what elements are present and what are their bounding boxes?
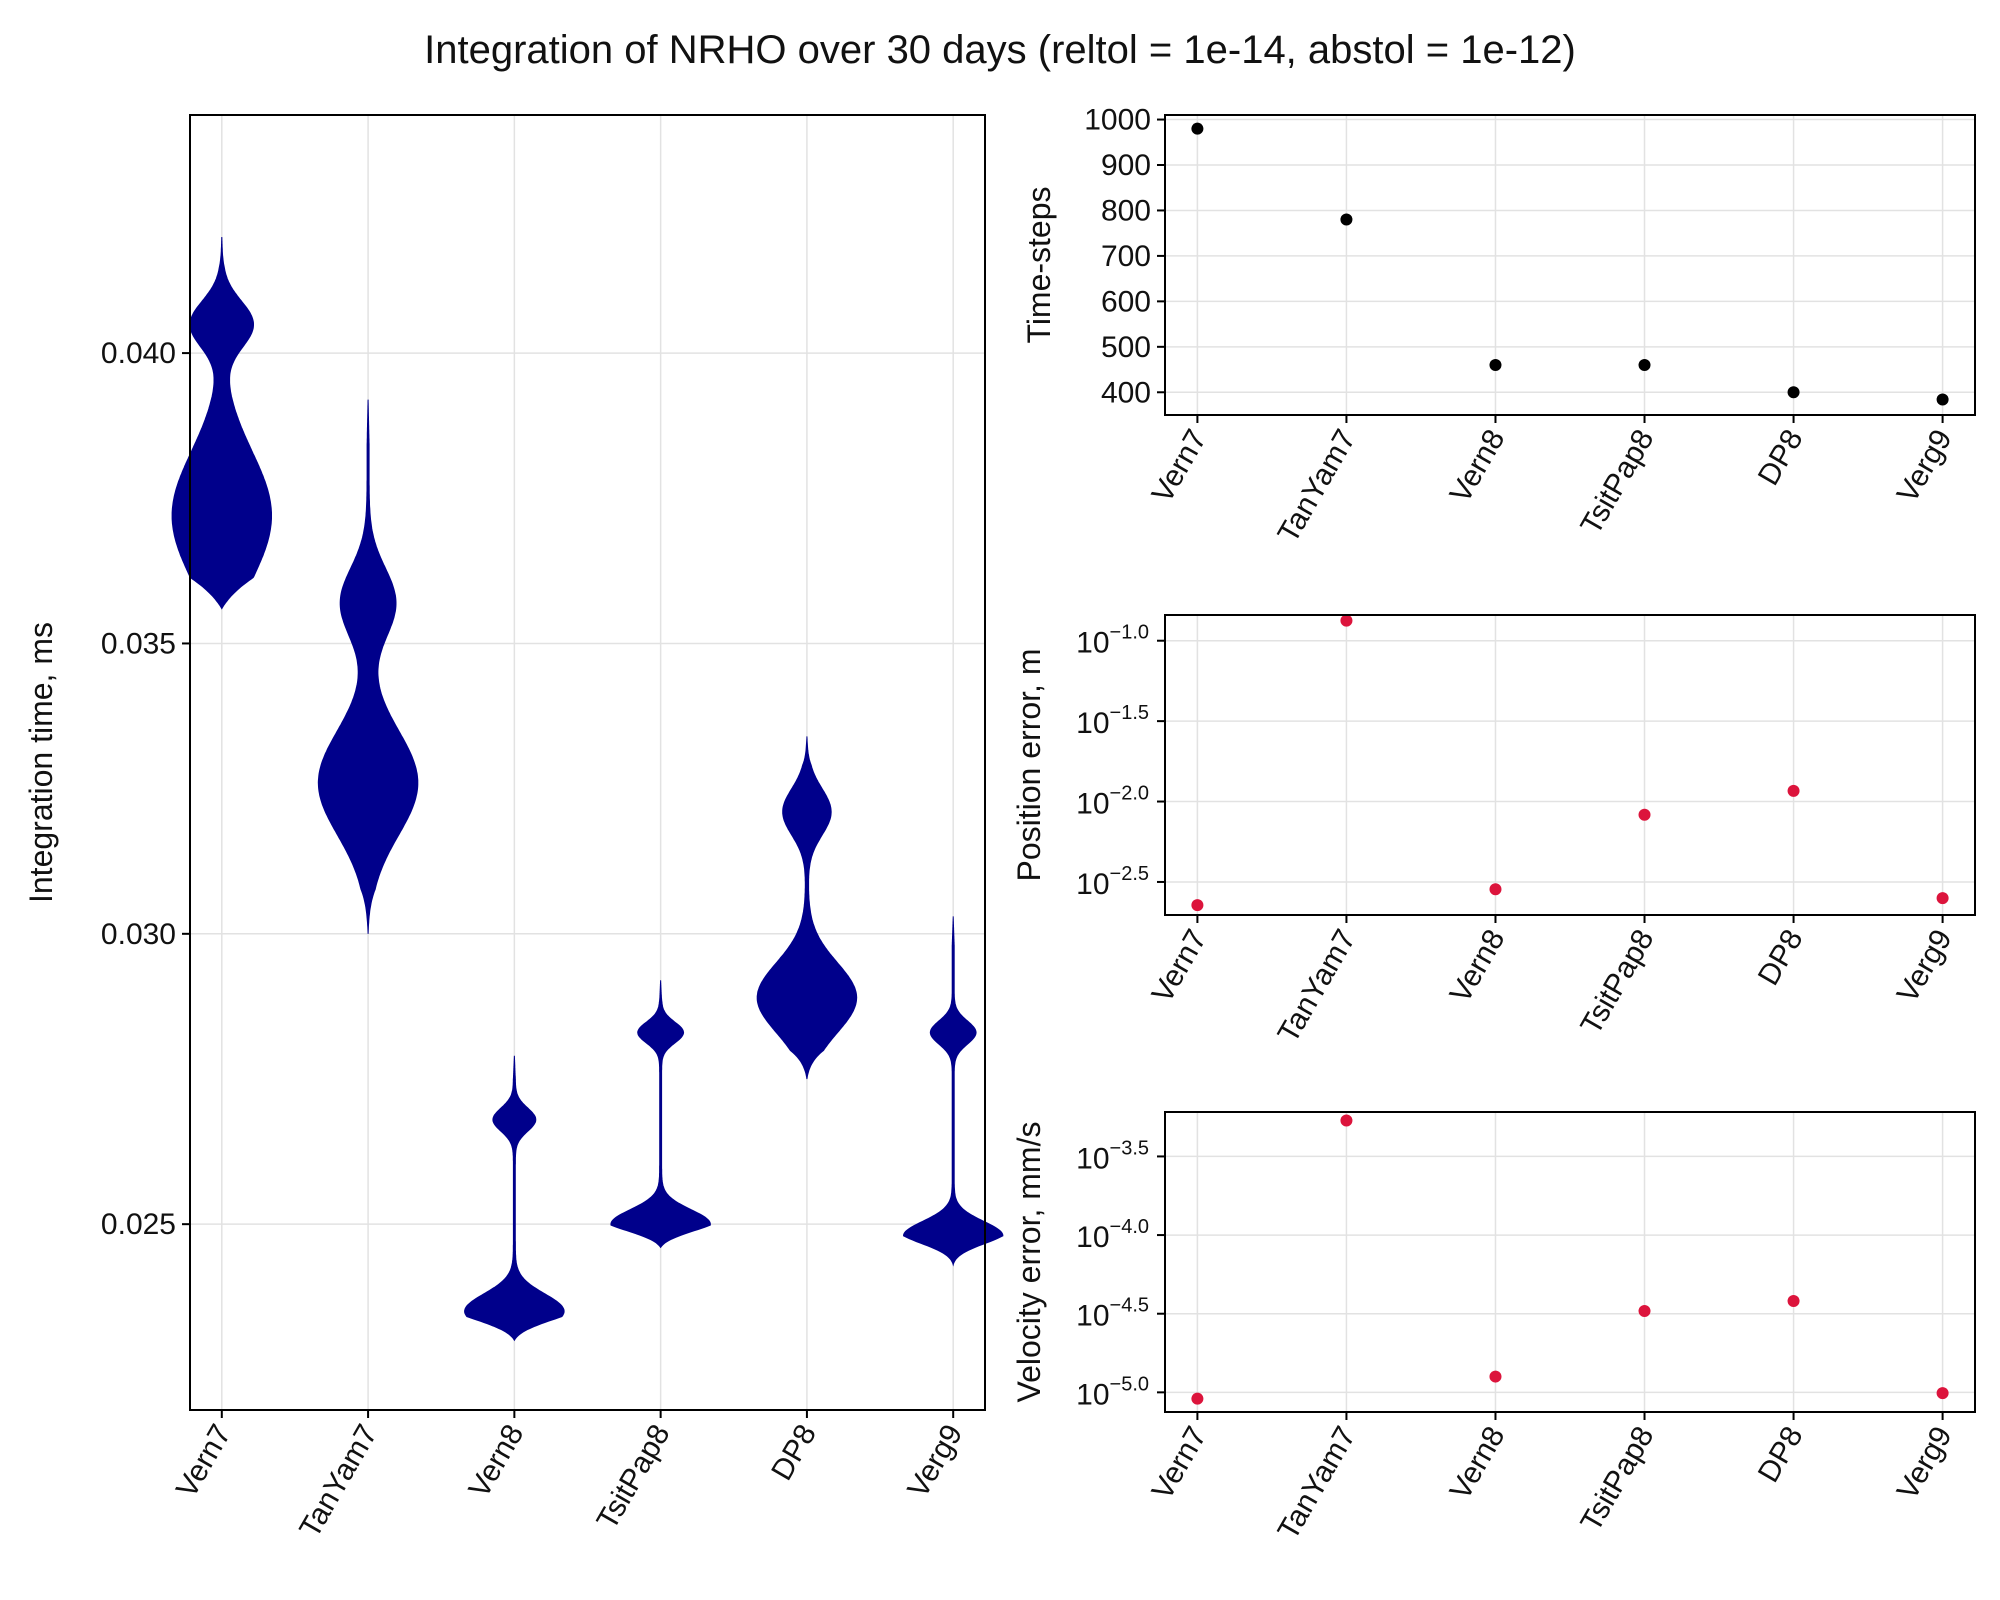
data-point-tsitpap8 [1638, 359, 1651, 371]
position-error-panel: 10−2.5 10−2.0 10−1.5 10−1.0 Vern7 TanYam7 Vern… [1011, 614, 1976, 1048]
y-tick-label: 10−3.5 [1076, 1137, 1149, 1175]
time-steps-panel: 400 500 600 700 800 900 1000 Vern7 TanYam7 Vern8 T… [1021, 104, 1976, 548]
x-tick-label-tsitpap8: TsitPap8 [1574, 1421, 1660, 1537]
x-tick-label-vern8: Vern8 [1444, 424, 1512, 508]
y-tick-label: 700 [1101, 240, 1151, 273]
data-point-verg9 [1936, 1387, 1949, 1400]
y-tick-label: 10−1.0 [1076, 622, 1149, 660]
y-axis-label: Velocity error, mm/s [1011, 1122, 1047, 1403]
data-point-vern7 [1191, 899, 1204, 912]
plot-frame [1164, 1111, 1976, 1413]
plot-frame [1164, 114, 1976, 416]
y-tick-label: 0.030 [101, 918, 176, 951]
plot-frame [189, 114, 986, 1411]
x-tick-label-tanyam7: TanYam7 [293, 1419, 384, 1543]
x-tick-label-vern8: Vern8 [1444, 1421, 1512, 1505]
x-tick-label-verg9: Verg9 [1891, 1421, 1959, 1505]
x-tick-label-dp8: DP8 [1752, 1421, 1810, 1488]
data-point-vern8 [1489, 883, 1502, 896]
y-tick-label: 10−2.0 [1076, 783, 1149, 821]
x-tick-label-tanyam7: TanYam7 [1272, 1421, 1363, 1545]
x-tick-label-dp8: DP8 [1752, 424, 1810, 491]
y-axis-label: Time-steps [1021, 186, 1057, 343]
x-tick-label-vern7: Vern7 [170, 1419, 238, 1503]
y-tick-label: 10−4.5 [1076, 1295, 1149, 1333]
y-tick-label: 800 [1101, 194, 1151, 227]
y-tick-label: 0.025 [101, 1208, 176, 1241]
data-point-vern8 [1489, 359, 1502, 371]
x-tick-label-tsitpap8: TsitPap8 [1574, 424, 1660, 540]
y-tick-label: 10−5.0 [1076, 1373, 1149, 1411]
y-tick-label: 0.040 [101, 337, 176, 370]
y-tick-label: 900 [1101, 149, 1151, 182]
x-tick-label-verg9: Verg9 [901, 1419, 969, 1503]
velocity-error-panel: 10−5.0 10−4.5 10−4.0 10−3.5 Vern7 TanYam7 Vern… [1011, 1111, 1976, 1545]
violin-vern7 [171, 236, 272, 610]
plot-frame [1164, 614, 1976, 916]
data-point-dp8 [1787, 784, 1800, 797]
x-tick-label-vern7: Vern7 [1146, 424, 1214, 508]
data-point-vern7 [1191, 122, 1204, 135]
y-tick-label: 10−4.0 [1076, 1216, 1149, 1254]
data-point-tanyam7 [1340, 213, 1353, 226]
data-point-tanyam7 [1340, 1114, 1353, 1127]
x-tick-label-vern8: Vern8 [1444, 924, 1512, 1008]
x-tick-label-tsitpap8: TsitPap8 [1574, 924, 1660, 1040]
x-tick-label-vern8: Vern8 [463, 1419, 531, 1503]
data-point-vern8 [1489, 1370, 1502, 1383]
integration-time-panel: 0.025 0.030 0.035 0.040 Vern7 TanYam7 Vern8 Tsi… [23, 114, 1004, 1543]
data-point-tsitpap8 [1638, 1305, 1651, 1318]
y-tick-label: 500 [1101, 331, 1151, 364]
y-tick-label: 10−1.5 [1076, 702, 1149, 740]
data-point-tanyam7 [1340, 614, 1353, 627]
data-point-verg9 [1936, 393, 1949, 406]
y-tick-label: 0.035 [101, 627, 176, 660]
x-tick-label-verg9: Verg9 [1891, 424, 1959, 508]
data-point-dp8 [1787, 1294, 1800, 1307]
y-tick-label: 600 [1101, 285, 1151, 318]
violin-vern8 [464, 1055, 565, 1342]
x-tick-label-verg9: Verg9 [1891, 924, 1959, 1008]
x-tick-label-tanyam7: TanYam7 [1272, 924, 1363, 1048]
violin-verg9 [902, 916, 1004, 1267]
violin-tsitpap8 [610, 980, 711, 1249]
y-tick-label: 10−2.5 [1076, 863, 1149, 901]
y-axis-label: Position error, m [1011, 649, 1047, 882]
data-point-dp8 [1787, 386, 1800, 399]
x-tick-label-tsitpap8: TsitPap8 [591, 1419, 677, 1535]
data-point-verg9 [1936, 892, 1949, 905]
figure-title: Integration of NRHO over 30 days (reltol… [424, 28, 1576, 72]
x-tick-label-dp8: DP8 [1752, 924, 1810, 991]
y-tick-label: 1000 [1084, 104, 1151, 137]
y-axis-label: Integration time, ms [23, 622, 59, 903]
data-point-vern7 [1191, 1392, 1204, 1405]
violin-tanyam7 [317, 399, 419, 934]
x-tick-label-vern7: Vern7 [1146, 1421, 1214, 1505]
x-tick-label-tanyam7: TanYam7 [1272, 424, 1363, 548]
x-tick-label-dp8: DP8 [765, 1419, 823, 1486]
violin-dp8 [756, 736, 858, 1080]
x-tick-label-vern7: Vern7 [1146, 924, 1214, 1008]
y-tick-label: 400 [1101, 376, 1151, 409]
data-point-tsitpap8 [1638, 808, 1651, 821]
